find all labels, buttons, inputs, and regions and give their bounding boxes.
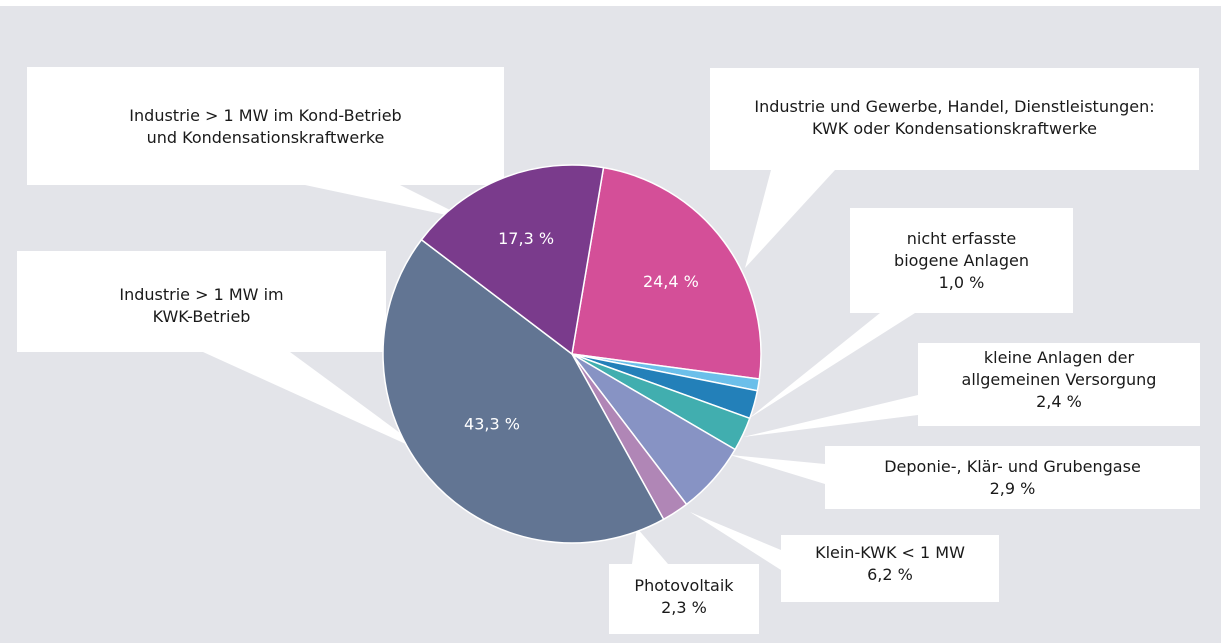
- callout: Deponie-, Klär- und Grubengase 2,9 %: [730, 446, 1200, 509]
- callout-label: Industrie und Gewerbe, Handel, Dienstlei…: [754, 97, 1154, 116]
- callout-label: und Kondensationskraftwerke: [147, 128, 385, 147]
- callout-label: Photovoltaik: [634, 576, 734, 595]
- callout-label: KWK-Betrieb: [153, 307, 251, 326]
- slice-value-text: 6,2 %: [867, 565, 913, 584]
- slice-labels: 24,4 % 43,3 % 17,3 %: [464, 229, 699, 433]
- slice-value-text: 2,4 %: [1036, 392, 1082, 411]
- callout-pointer: [203, 352, 430, 455]
- pie-callouts: Industrie und Gewerbe, Handel, Dienstlei…: [17, 67, 1200, 634]
- slice-value-label: 17,3 %: [498, 229, 554, 248]
- callout: Industrie > 1 MW im KWK-Betrieb: [17, 251, 430, 455]
- callout-pointer: [748, 313, 915, 419]
- pie-slice: [571, 166, 762, 380]
- callout-box: [850, 208, 1073, 313]
- callout-label: Klein-KWK < 1 MW: [815, 543, 965, 562]
- callout-label: kleine Anlagen der: [984, 348, 1135, 367]
- callout-label: KWK oder Kondensationskraftwerke: [812, 119, 1097, 138]
- callout-pointer: [305, 185, 470, 220]
- callout-label: Industrie > 1 MW im: [119, 285, 283, 304]
- callout-label: allgemeinen Versorgung: [962, 370, 1157, 389]
- callout-box: [781, 535, 999, 602]
- callout: kleine Anlagen der allgemeinen Versorgung…: [743, 343, 1200, 437]
- callout: Industrie > 1 MW im Kond-Betrieb und Kond…: [27, 67, 504, 220]
- slice-value-text: 1,0 %: [939, 273, 985, 292]
- callout-pointer: [690, 512, 781, 570]
- callout: Klein-KWK < 1 MW 6,2 %: [690, 512, 999, 602]
- callout: Photovoltaik 2,3 %: [609, 528, 759, 634]
- callout-label: nicht erfasste: [907, 229, 1017, 248]
- pie-slice: [420, 164, 605, 356]
- callout-box: [609, 564, 759, 634]
- top-rule: [0, 0, 1221, 6]
- callout-box: [918, 343, 1200, 426]
- callout-box: [17, 251, 386, 352]
- slice-value-text: 2,9 %: [990, 479, 1036, 498]
- callout-pointer: [730, 455, 825, 484]
- callout-label: Industrie > 1 MW im Kond-Betrieb: [129, 106, 401, 125]
- callout-pointer: [745, 170, 835, 268]
- callout-box: [710, 68, 1199, 170]
- slice-value-label: 43,3 %: [464, 414, 520, 433]
- pie-slice: [382, 238, 665, 544]
- callout: nicht erfasste biogene Anlagen 1,0 %: [748, 208, 1073, 419]
- callout-label: Deponie-, Klär- und Grubengase: [884, 457, 1141, 476]
- callout-box: [825, 446, 1200, 509]
- slice-value-text: 2,3 %: [661, 598, 707, 617]
- callout-pointer: [632, 528, 668, 564]
- slice-value-label: 24,4 %: [643, 272, 699, 291]
- callout: Industrie und Gewerbe, Handel, Dienstlei…: [710, 68, 1199, 268]
- pie-slices: [382, 164, 762, 544]
- callout-label: biogene Anlagen: [894, 251, 1029, 270]
- callout-pointer: [743, 395, 918, 437]
- callout-box: [27, 67, 504, 185]
